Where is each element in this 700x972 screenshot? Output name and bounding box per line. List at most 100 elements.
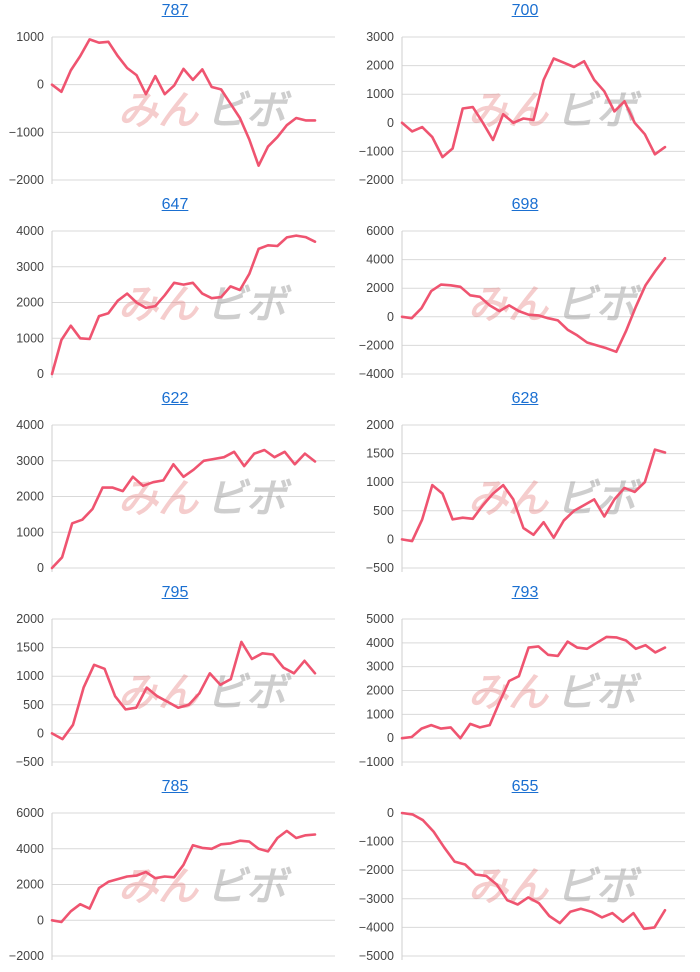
y-tick-label: −2000 <box>9 949 44 963</box>
watermark-right: ビボ <box>206 864 292 910</box>
y-tick-label: 2000 <box>16 490 44 504</box>
line-chart: −2000 −1000 0 1000 みん ビボ <box>9 30 335 187</box>
watermark-right: ビボ <box>206 476 292 522</box>
series-line <box>400 256 667 354</box>
chart-panel-628: 628 −500 0 500 1000 1500 2000 みん ビボ <box>350 388 700 582</box>
y-tick-label: 1000 <box>366 707 394 721</box>
y-tick-label: −4000 <box>359 367 394 381</box>
series-line <box>400 57 667 159</box>
watermark-left: みん <box>118 476 200 522</box>
chart-title-link[interactable]: 785 <box>161 778 189 795</box>
y-tick-label: 3000 <box>16 260 44 274</box>
y-tick-label: 4000 <box>366 636 394 650</box>
series-line <box>400 448 667 543</box>
y-tick-label: 2000 <box>16 296 44 310</box>
chart-panel-622: 622 0 1000 2000 3000 4000 みん ビボ <box>0 388 350 582</box>
chart-panel-787: 787 −2000 −1000 0 1000 みん ビボ <box>0 0 350 194</box>
chart-title-link[interactable]: 622 <box>161 390 189 407</box>
chart-title-link[interactable]: 787 <box>161 2 189 19</box>
y-tick-label: 4000 <box>16 224 44 238</box>
series-line <box>50 448 317 570</box>
chart-title-link[interactable]: 655 <box>511 778 539 795</box>
chart-title-link[interactable]: 698 <box>511 196 539 213</box>
line-chart: −2000 0 2000 4000 6000 みん ビボ <box>9 806 335 963</box>
y-tick-label: 3000 <box>366 30 394 44</box>
y-tick-label: 1000 <box>16 525 44 539</box>
y-tick-label: 2000 <box>16 878 44 892</box>
y-tick-label: 2000 <box>366 418 394 432</box>
y-tick-label: 0 <box>387 731 394 745</box>
chart-title-link[interactable]: 795 <box>161 584 189 601</box>
y-tick-label: 1500 <box>16 641 44 655</box>
y-tick-label: −1000 <box>359 755 394 769</box>
y-tick-label: 0 <box>387 806 394 820</box>
watermark-left: みん <box>118 864 200 910</box>
y-tick-label: −2000 <box>359 863 394 877</box>
chart-panel-647: 647 0 1000 2000 3000 4000 みん ビボ <box>0 194 350 388</box>
series-line <box>50 38 317 167</box>
y-tick-label: 0 <box>37 78 44 92</box>
chart-title-link[interactable]: 647 <box>161 196 189 213</box>
y-tick-label: 0 <box>387 116 394 130</box>
y-tick-label: −1000 <box>359 144 394 158</box>
line-chart: 0 1000 2000 3000 4000 みん ビボ <box>16 224 335 381</box>
line-chart: 0 1000 2000 3000 4000 みん ビボ <box>16 418 335 575</box>
series-line <box>50 829 317 924</box>
y-tick-label: 5000 <box>366 612 394 626</box>
chart-panel-785: 785 −2000 0 2000 4000 6000 みん ビボ <box>0 776 350 970</box>
chart-panel-793: 793 −1000 0 1000 2000 3000 4000 5000 みん ビボ <box>350 582 700 776</box>
watermark-left: みん <box>468 476 550 522</box>
y-tick-label: 3000 <box>366 660 394 674</box>
y-tick-label: −1000 <box>9 125 44 139</box>
y-tick-label: 500 <box>23 698 44 712</box>
y-tick-label: −2000 <box>9 173 44 187</box>
y-tick-label: 4000 <box>366 253 394 267</box>
series-line <box>50 234 317 376</box>
watermark-right: ビボ <box>556 282 642 328</box>
y-tick-label: 1000 <box>16 669 44 683</box>
watermark-left: みん <box>468 88 550 134</box>
y-tick-label: 0 <box>387 532 394 546</box>
y-tick-label: −500 <box>366 561 394 575</box>
y-tick-label: 0 <box>387 310 394 324</box>
y-tick-label: 0 <box>37 726 44 740</box>
y-tick-label: 2000 <box>16 612 44 626</box>
y-tick-label: 2000 <box>366 684 394 698</box>
y-tick-label: 1000 <box>16 30 44 44</box>
series-line <box>400 635 667 740</box>
watermark-right: ビボ <box>556 864 642 910</box>
watermark-right: ビボ <box>206 282 292 328</box>
y-tick-label: 4000 <box>16 418 44 432</box>
y-tick-label: 3000 <box>16 454 44 468</box>
y-tick-label: −5000 <box>359 949 394 963</box>
y-tick-label: −4000 <box>359 920 394 934</box>
y-tick-label: −1000 <box>359 835 394 849</box>
watermark-right: ビボ <box>206 670 292 716</box>
y-tick-label: −2000 <box>359 173 394 187</box>
chart-panel-700: 700 −2000 −1000 0 1000 2000 3000 みん ビボ <box>350 0 700 194</box>
line-chart: −1000 0 1000 2000 3000 4000 5000 みん ビボ <box>359 612 685 769</box>
y-tick-label: 500 <box>373 504 394 518</box>
chart-title-link[interactable]: 628 <box>511 390 539 407</box>
y-tick-label: 6000 <box>366 224 394 238</box>
y-tick-label: 2000 <box>366 281 394 295</box>
series-line <box>400 811 667 931</box>
chart-panel-795: 795 −500 0 500 1000 1500 2000 みん ビボ <box>0 582 350 776</box>
watermark-left: みん <box>118 88 200 134</box>
y-tick-label: 0 <box>37 913 44 927</box>
y-tick-label: 1500 <box>366 447 394 461</box>
watermark-left: みん <box>118 282 200 328</box>
y-tick-label: 4000 <box>16 842 44 856</box>
chart-title-link[interactable]: 793 <box>511 584 539 601</box>
y-tick-label: 0 <box>37 561 44 575</box>
y-tick-label: 2000 <box>366 59 394 73</box>
y-tick-label: 6000 <box>16 806 44 820</box>
y-tick-label: 0 <box>37 367 44 381</box>
y-tick-label: −2000 <box>359 338 394 352</box>
chart-title-link[interactable]: 700 <box>511 2 539 19</box>
